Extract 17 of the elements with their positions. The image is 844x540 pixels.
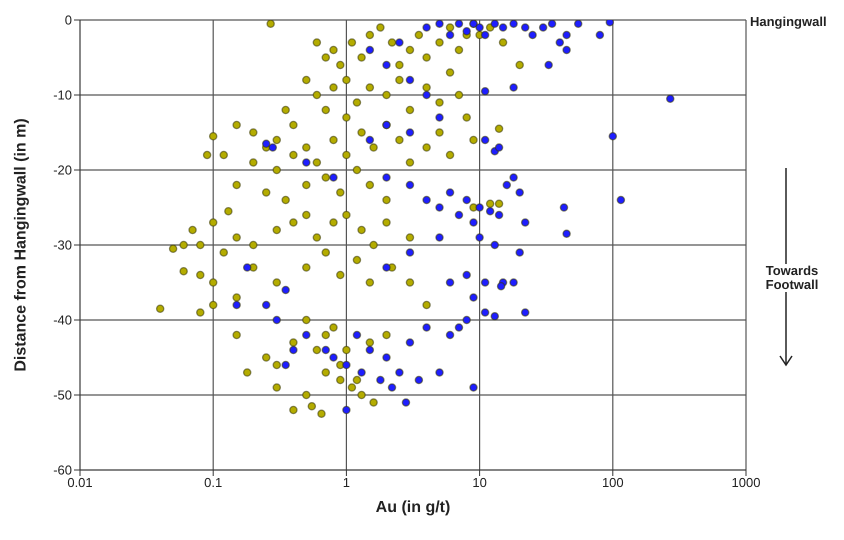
y-tick-label: -10 — [53, 88, 72, 103]
y-tick-label: 0 — [64, 12, 72, 28]
text: Hangingwall — [750, 14, 827, 29]
y-tick-label: -60 — [53, 462, 72, 478]
x-tick-label: 0.01 — [67, 475, 93, 490]
y-axis-title: Distance from Hangingwall (in m) — [12, 118, 30, 372]
text: Towards Footwall — [760, 263, 824, 292]
y-tick-label: -50 — [53, 388, 72, 403]
y-tick-label: -20 — [53, 162, 72, 178]
x-tick-label: 10 — [472, 475, 487, 490]
y-tick-label: -40 — [53, 312, 72, 328]
y-tick-label: -30 — [53, 238, 72, 253]
x-tick-label: 1 — [342, 475, 350, 490]
x-tick-label: 1000 — [732, 475, 760, 490]
x-tick-label: 0.1 — [204, 475, 222, 490]
x-axis-title: Au (in g/t) — [376, 499, 450, 516]
x-tick-label: 100 — [602, 475, 624, 490]
